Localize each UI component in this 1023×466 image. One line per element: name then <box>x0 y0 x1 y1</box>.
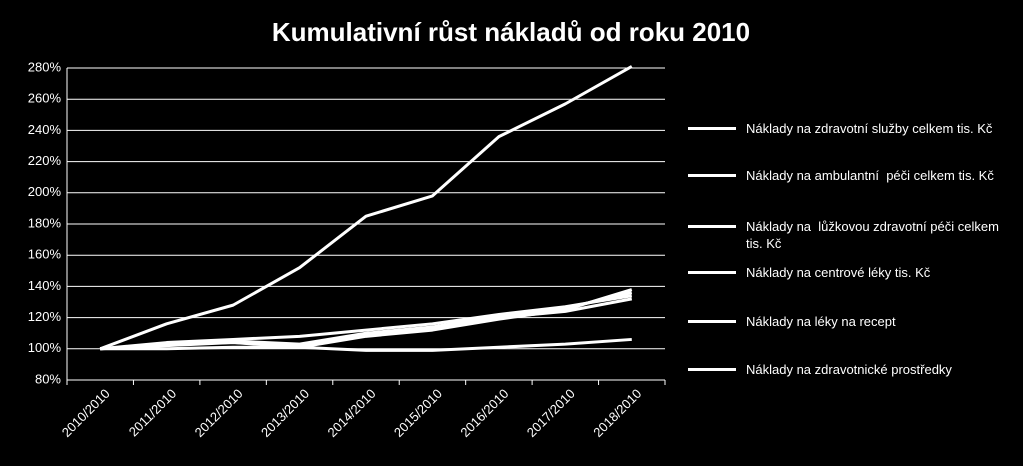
legend-label: Náklady na zdravotnické prostředky <box>746 362 952 377</box>
legend-swatch <box>688 225 736 228</box>
x-tick-label: 2010/2010 <box>59 386 113 440</box>
legend-swatch <box>688 127 736 130</box>
x-tick-label: 2017/2010 <box>524 386 578 440</box>
legend-swatch <box>688 320 736 323</box>
x-tick-label: 2014/2010 <box>324 386 378 440</box>
legend-swatch <box>688 271 736 274</box>
series-line <box>100 288 633 351</box>
x-tick-label: 2011/2010 <box>126 386 179 439</box>
legend-item: Náklady na ambulantní péči celkem tis. K… <box>688 167 1023 184</box>
x-tick-label: 2012/2010 <box>192 386 246 440</box>
x-tick-label: 2016/2010 <box>457 386 511 440</box>
chart-title: Kumulativní růst nákladů od roku 2010 <box>272 17 750 47</box>
legend-label: Náklady na centrové léky tis. Kč <box>746 265 931 280</box>
legend-item: Náklady na centrové léky tis. Kč <box>688 264 1023 281</box>
y-tick-label: 280% <box>28 59 62 74</box>
x-tick-label: 2015/2010 <box>391 386 445 440</box>
y-tick-label: 160% <box>28 247 62 262</box>
x-tick-label: 2018/2010 <box>590 386 644 440</box>
series-line <box>100 337 632 352</box>
legend-label: Náklady na ambulantní péči celkem tis. K… <box>746 168 994 183</box>
legend-label: Náklady na léky na recept <box>746 314 896 329</box>
series-line <box>100 294 633 351</box>
legend-item: Náklady na lůžkovou zdravotní péči celke… <box>688 218 1023 252</box>
y-tick-label: 260% <box>28 91 62 106</box>
y-tick-label: 100% <box>28 340 62 355</box>
series-line <box>99 65 633 351</box>
legend-swatch <box>688 174 736 177</box>
legend-label: Náklady na zdravotní služby celkem tis. … <box>746 121 993 136</box>
legend-item: Náklady na zdravotnické prostředky <box>688 361 1023 378</box>
y-tick-label: 220% <box>28 153 62 168</box>
y-tick-label: 240% <box>28 122 62 137</box>
x-tick-label: 2013/2010 <box>258 386 312 440</box>
y-tick-label: 140% <box>28 278 62 293</box>
legend-item: Náklady na léky na recept <box>688 313 1023 330</box>
y-tick-label: 80% <box>35 371 61 386</box>
y-tick-label: 120% <box>28 309 62 324</box>
y-tick-label: 180% <box>28 215 62 230</box>
legend-swatch <box>688 368 736 371</box>
y-tick-label: 200% <box>28 184 62 199</box>
legend-label: Náklady na lůžkovou zdravotní péči celke… <box>746 219 1003 251</box>
legend-item: Náklady na zdravotní služby celkem tis. … <box>688 120 1023 137</box>
